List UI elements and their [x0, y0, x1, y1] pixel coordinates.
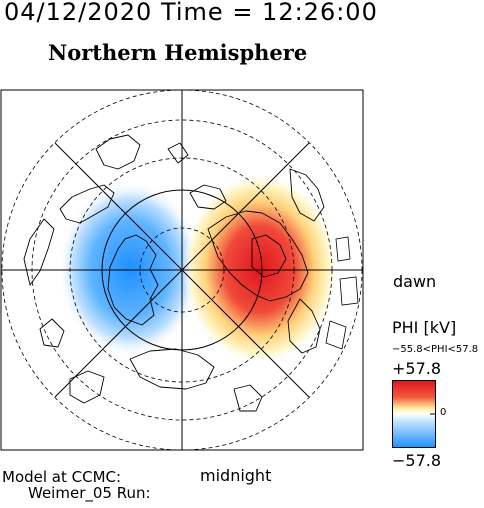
- meridian-lines: [1, 90, 363, 450]
- footer-model-label: Model at CCMC:: [2, 468, 122, 486]
- colorbar: [392, 380, 436, 448]
- coastlines: [23, 134, 325, 412]
- colorbar-zero-label: 0: [440, 407, 447, 418]
- colorbar-min-label: −57.8: [392, 451, 442, 470]
- positive-potential-cell: [182, 173, 338, 365]
- polar-potential-map: [0, 89, 364, 451]
- negative-potential-cell: [58, 181, 202, 357]
- hemisphere-title: Northern Hemisphere: [48, 40, 308, 65]
- colorbar-max-label: +57.8: [392, 359, 442, 378]
- grid-ticks: [325, 236, 359, 350]
- footer-run-label: Weimer_05 Run:: [28, 484, 151, 502]
- dawn-label: dawn: [393, 272, 437, 291]
- colorbar-gradient: [392, 380, 436, 448]
- potential-field: [58, 173, 338, 365]
- colorbar-range: −55.8<PHI<57.8: [392, 344, 479, 355]
- colorbar-title: PHI [kV]: [392, 318, 457, 337]
- midnight-label: midnight: [200, 466, 272, 485]
- page-title: 04/12/2020 Time = 12:26:00: [4, 0, 378, 26]
